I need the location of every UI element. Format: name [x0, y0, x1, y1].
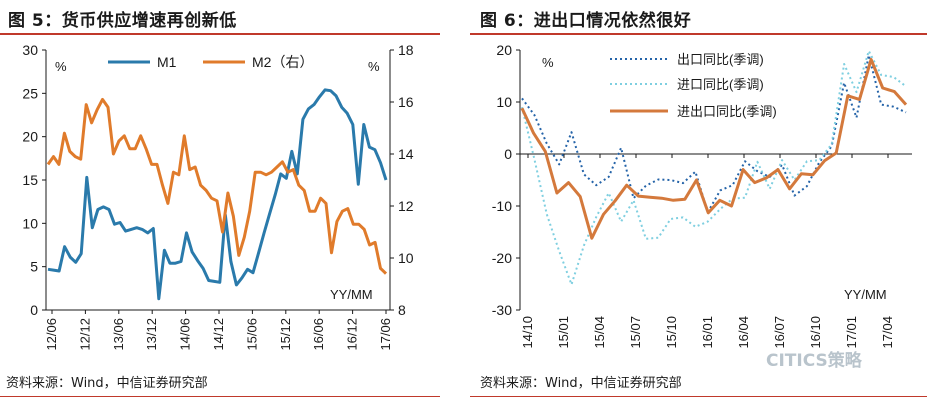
y-right-tick-label: 14	[398, 146, 414, 162]
legend-export-label: 出口同比(季调)	[677, 52, 764, 67]
x-tick-label: 14/12	[211, 318, 226, 351]
y-tick-label: 10	[496, 94, 512, 110]
y-right-tick-label: 12	[398, 198, 414, 214]
watermark-text: CITICS策略	[766, 351, 862, 371]
x-tick-label: 16/12	[345, 318, 360, 351]
x-tick-label: 14/06	[178, 318, 193, 351]
left-chart-panel: 图 5：货币供应增速再创新低 0 5 10 15 20 25 30 8 10 12 14 16 18%%…	[0, 0, 440, 400]
y-tick-label: -20	[492, 250, 512, 266]
x-tick-label: 15/01	[556, 316, 571, 349]
x-unit-label: YY/MM	[844, 287, 887, 302]
y-tick-label: -30	[492, 302, 512, 318]
legend-import-label: 进口同比(季调)	[677, 77, 764, 92]
x-tick-label: 15/04	[592, 316, 607, 349]
x-tick-label: 14/10	[520, 316, 535, 349]
y-right-tick-label: 18	[398, 42, 414, 58]
right-chart-source: 资料来源：Wind，中信证券研究部	[480, 376, 682, 391]
y-tick-label: -10	[492, 198, 512, 214]
x-tick-label: 16/06	[311, 318, 326, 351]
legend-label-m1: M1	[157, 54, 177, 70]
right-chart-title: 图 6：进出口情况依然很好	[480, 11, 692, 31]
x-tick-label: 12/06	[44, 318, 59, 351]
y-left-tick-label: 20	[22, 129, 38, 145]
x-tick-label: 15/10	[664, 316, 679, 349]
left-chart-title: 图 5：货币供应增速再创新低	[8, 11, 237, 31]
x-tick-label: 17/04	[880, 316, 895, 349]
trade-chart: -30 -20 -10 0 10 20% YY/MM 14/10 15/01 15/04 15/07…	[492, 42, 912, 349]
x-tick-label: 12/12	[77, 318, 92, 351]
y-left-tick-label: 30	[22, 42, 38, 58]
x-tick-label: 13/12	[144, 318, 159, 351]
x-tick-label: 16/10	[808, 316, 823, 349]
y-right-unit: %	[368, 59, 380, 74]
x-tick-label: 17/06	[378, 318, 393, 351]
y-right-tick-label: 16	[398, 94, 414, 110]
y-left-tick-label: 15	[22, 172, 38, 188]
y-left-unit: %	[55, 59, 67, 74]
x-tick-label: 16/04	[736, 316, 751, 349]
series-line-import	[521, 50, 907, 286]
right-chart-panel: 图 6：进出口情况依然很好 -30 -20 -10 0 10 20% YY/MM 14/10 1…	[470, 0, 927, 400]
y-right-tick-label: 8	[398, 302, 406, 318]
x-tick-label: 16/01	[700, 316, 715, 349]
left-chart-source: 资料来源：Wind，中信证券研究部	[6, 376, 208, 391]
money-supply-chart: 0 5 10 15 20 25 30 8 10 12 14 16 18% % YY/MM 12/06 12/12…	[22, 42, 414, 351]
y-left-tick-label: 10	[22, 215, 38, 231]
x-tick-label: 17/01	[844, 316, 859, 349]
series-line-m2	[46, 97, 388, 275]
right-bottom-rule	[470, 396, 927, 397]
right-title-rule	[470, 33, 927, 35]
y-tick-label: 20	[496, 42, 512, 58]
x-tick-label: 13/06	[111, 318, 126, 351]
series-line-total	[520, 57, 908, 240]
y-right-tick-label: 10	[398, 250, 414, 266]
x-unit-label: YY/MM	[330, 287, 373, 302]
left-bottom-rule	[0, 396, 440, 397]
x-tick-label: 15/07	[628, 316, 643, 349]
x-tick-label: 15/06	[244, 318, 259, 351]
x-tick-label: 16/07	[772, 316, 787, 349]
y-left-tick-label: 25	[22, 85, 38, 101]
y-left-tick-label: 5	[30, 259, 38, 275]
legend-label-m2: M2（右）	[252, 54, 313, 70]
series-line-m1	[47, 88, 388, 301]
x-tick-label: 15/12	[278, 318, 293, 351]
legend-total-label: 进出口同比(季调)	[677, 104, 777, 119]
y-unit: %	[542, 55, 554, 70]
left-title-rule	[0, 33, 440, 35]
y-tick-label: 0	[504, 146, 512, 162]
y-left-tick-label: 0	[30, 302, 38, 318]
